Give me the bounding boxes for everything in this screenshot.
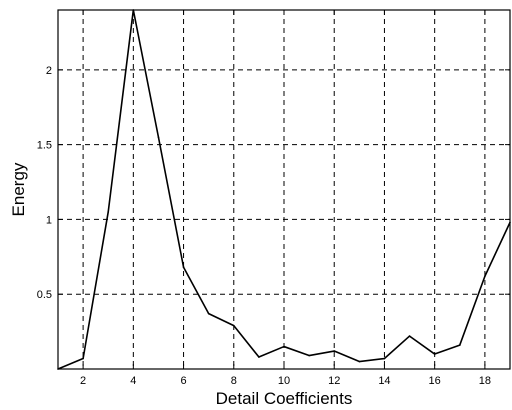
data-point-7 <box>207 312 210 315</box>
data-point-10 <box>283 345 285 348</box>
x-tick-label-12: 12 <box>328 375 340 387</box>
data-point-3 <box>107 211 110 213</box>
y-tick-label-1.5: 1.5 <box>37 140 52 152</box>
x-tick-label-2: 2 <box>80 375 86 387</box>
x-tick-label-8: 8 <box>231 375 237 387</box>
y-tick-labels: 0.5 1 1.5 2 <box>37 65 52 301</box>
data-point-16 <box>433 353 436 355</box>
x-tick-label-6: 6 <box>180 375 186 387</box>
data-point-6 <box>182 266 185 269</box>
data-point-18 <box>484 275 486 278</box>
series-line-energy <box>57 9 511 370</box>
data-point-8 <box>232 324 235 327</box>
data-point-11 <box>308 354 310 357</box>
x-tick-label-4: 4 <box>130 375 136 387</box>
data-point-12 <box>333 350 336 352</box>
y-tick-label-1: 1 <box>46 214 52 226</box>
x-tick-labels: 2 4 6 8 10 12 14 16 18 <box>80 375 491 387</box>
data-point-15 <box>408 335 411 337</box>
data-point-13 <box>358 360 361 363</box>
x-tick-label-18: 18 <box>479 375 491 387</box>
y-tick-label-0.5: 0.5 <box>37 289 52 301</box>
data-points <box>57 9 511 370</box>
data-point-2 <box>82 357 84 360</box>
x-axis-label: Detail Coefficients <box>216 389 353 408</box>
x-tick-label-10: 10 <box>278 375 290 387</box>
y-tick-label-2: 2 <box>46 65 52 77</box>
axis-ticks <box>58 10 510 369</box>
data-point-9 <box>258 356 260 358</box>
data-point-5 <box>157 136 160 138</box>
x-tick-label-16: 16 <box>429 375 441 387</box>
grid-lines <box>58 10 510 369</box>
y-axis-label: Energy <box>9 162 28 216</box>
x-tick-label-14: 14 <box>378 375 390 387</box>
data-point-14 <box>383 357 386 360</box>
data-point-17 <box>458 344 461 346</box>
plot-frame <box>57 9 511 370</box>
